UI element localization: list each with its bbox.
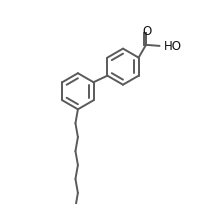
Text: HO: HO [163,40,181,53]
Text: O: O [142,24,151,37]
